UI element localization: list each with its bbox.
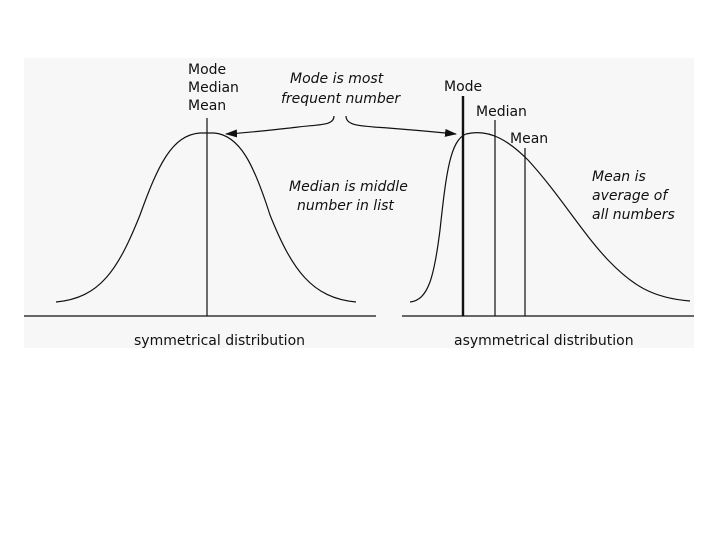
asymmetrical-median-label: Median: [476, 104, 527, 120]
asymmetrical-mode-label: Mode: [444, 79, 482, 95]
median-note-line-1: Median is middle: [289, 179, 408, 195]
symmetrical-mode-label: Mode: [188, 62, 226, 78]
mode-arrow-left: [225, 115, 335, 138]
symmetrical-caption: symmetrical distribution: [134, 333, 305, 349]
symmetrical-curve: [55, 132, 357, 303]
median-note-line-2: number in list: [297, 198, 394, 214]
asymmetrical-mean-label: Mean: [510, 131, 548, 147]
diagram-panel: [24, 58, 694, 348]
asymmetrical-caption: asymmetrical distribution: [454, 333, 634, 349]
mode-note-line-1: Mode is most: [290, 71, 384, 87]
mean-note-line-2: average of: [592, 188, 669, 204]
mode-note-line-2: frequent number: [281, 91, 401, 107]
mean-note-line-3: all numbers: [592, 207, 675, 223]
symmetrical-median-label: Median: [188, 80, 239, 96]
mean-note-line-1: Mean is: [592, 169, 646, 185]
asymmetrical-curve: [409, 132, 691, 303]
symmetrical-mean-label: Mean: [188, 98, 226, 114]
mode-arrow-right: [345, 115, 457, 137]
